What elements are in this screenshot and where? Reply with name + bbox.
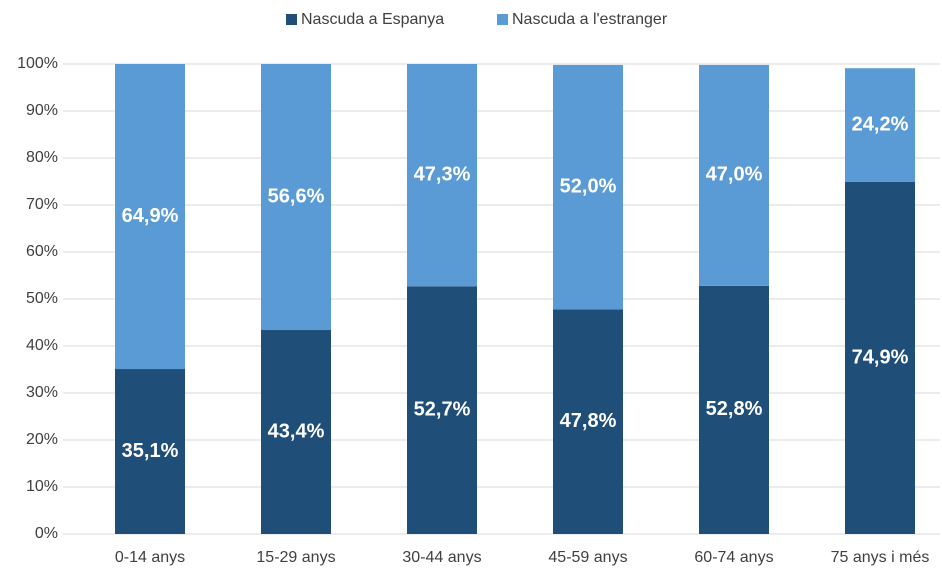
bar-segment	[261, 64, 331, 331]
value-label: 47,0%	[706, 164, 763, 186]
bar-segment	[261, 330, 331, 534]
value-label: 52,8%	[706, 398, 763, 420]
bar-segment	[699, 285, 769, 534]
bar-segment	[115, 64, 185, 370]
y-tick-label: 10%	[26, 478, 58, 495]
y-tick-label: 50%	[26, 290, 58, 307]
bar-segment	[407, 286, 477, 534]
y-tick-label: 100%	[17, 55, 58, 72]
y-tick-label: 0%	[35, 525, 58, 542]
legend-swatch	[286, 14, 297, 25]
value-label: 52,0%	[560, 175, 617, 197]
x-tick-label: 60-74 anys	[694, 549, 773, 566]
bar-segment	[699, 64, 769, 286]
legend-swatch	[497, 14, 508, 25]
value-label: 47,8%	[560, 410, 617, 432]
value-label: 64,9%	[122, 205, 179, 227]
y-tick-label: 70%	[26, 196, 58, 213]
value-label: 43,4%	[268, 420, 325, 442]
bar-segment	[407, 64, 477, 287]
bar-segment	[553, 309, 623, 534]
y-tick-label: 90%	[26, 102, 58, 119]
value-label: 56,6%	[268, 185, 325, 207]
x-tick-label: 15-29 anys	[256, 549, 335, 566]
y-tick-label: 40%	[26, 337, 58, 354]
legend-label: Nascuda a l'estranger	[512, 11, 668, 28]
bar-segment	[553, 64, 623, 310]
value-label: 52,7%	[414, 398, 471, 420]
value-label: 74,9%	[852, 346, 909, 368]
y-tick-label: 30%	[26, 384, 58, 401]
bar-segment	[845, 181, 915, 534]
y-tick-label: 60%	[26, 243, 58, 260]
value-label: 35,1%	[122, 440, 179, 462]
bar-segment	[115, 369, 185, 534]
y-tick-label: 80%	[26, 149, 58, 166]
bar-segment	[845, 68, 915, 182]
value-label: 47,3%	[414, 163, 471, 185]
y-tick-label: 20%	[26, 431, 58, 448]
x-tick-label: 0-14 anys	[115, 549, 185, 566]
value-label: 24,2%	[852, 113, 909, 135]
x-tick-label: 75 anys i més	[831, 549, 930, 566]
x-tick-label: 45-59 anys	[548, 549, 627, 566]
x-tick-label: 30-44 anys	[402, 549, 481, 566]
legend-label: Nascuda a Espanya	[301, 11, 444, 28]
